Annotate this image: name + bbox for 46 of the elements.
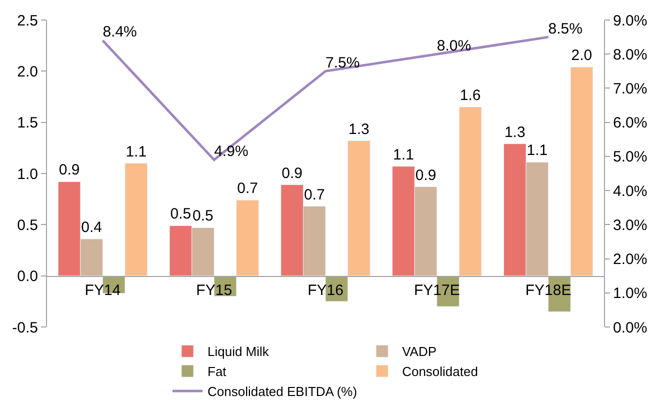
x-tick-label: FY14 <box>84 282 121 299</box>
data-label: 0.5 <box>170 206 192 223</box>
data-label: 1.6 <box>460 86 481 104</box>
y-tick-label: 0.5 <box>17 216 38 234</box>
y2-tick-label: 7.0% <box>613 80 648 98</box>
y-tick-label: 2.5 <box>17 12 38 30</box>
x-tick-label: FY16 <box>308 282 344 299</box>
y-tick-label: 2.0 <box>17 63 38 80</box>
data-label: 0.5 <box>192 208 214 225</box>
y-tick-label: 1.5 <box>17 114 38 132</box>
y2-tick-label: 5.0% <box>613 148 648 166</box>
data-label: 0.7 <box>237 180 258 198</box>
data-label: 8.5% <box>548 20 583 38</box>
data-label: 1.3 <box>504 124 526 141</box>
line-series <box>101 36 550 162</box>
y2-tick-label: 1.0% <box>613 285 648 302</box>
legend-label: Consolidated <box>402 364 478 380</box>
y-tick-label: -0.5 <box>12 319 38 336</box>
y2-tick-label: 4.0% <box>613 182 648 200</box>
x-tick-label: FY15 <box>196 282 232 299</box>
data-label: 0.4 <box>81 218 102 236</box>
data-label: 7.5% <box>326 54 360 72</box>
data-label: 0.9 <box>415 166 436 184</box>
data-label: 1.1 <box>126 143 147 160</box>
legend-label: VADP <box>402 344 437 360</box>
legend-label: Liquid Milk <box>208 344 270 360</box>
data-label: 1.1 <box>393 146 414 164</box>
data-label: 8.4% <box>102 24 137 41</box>
data-label: 1.1 <box>526 142 548 160</box>
data-label: 4.9% <box>214 143 248 160</box>
data-label: 0.7 <box>304 186 325 204</box>
y2-tick-label: 9.0% <box>613 12 648 30</box>
data-label: 0.9 <box>58 162 80 179</box>
y2-tick-label: 0.0% <box>613 319 648 336</box>
y2-tick-label: 2.0% <box>613 251 648 268</box>
y2-tick-label: 6.0% <box>613 114 648 132</box>
y-tick-label: 1.0 <box>17 166 38 183</box>
legend-label: Fat <box>208 364 227 380</box>
y2-tick-label: 3.0% <box>613 216 648 234</box>
data-label: 2.0 <box>571 47 592 64</box>
data-label: 1.3 <box>348 120 370 138</box>
data-label: 0.9 <box>282 164 303 182</box>
y2-tick-label: 8.0% <box>613 46 648 64</box>
data-label: 8.0% <box>436 37 472 54</box>
y-tick-label: 0.0 <box>17 268 38 286</box>
legend-label: Consolidated EBITDA (%) <box>208 384 358 400</box>
